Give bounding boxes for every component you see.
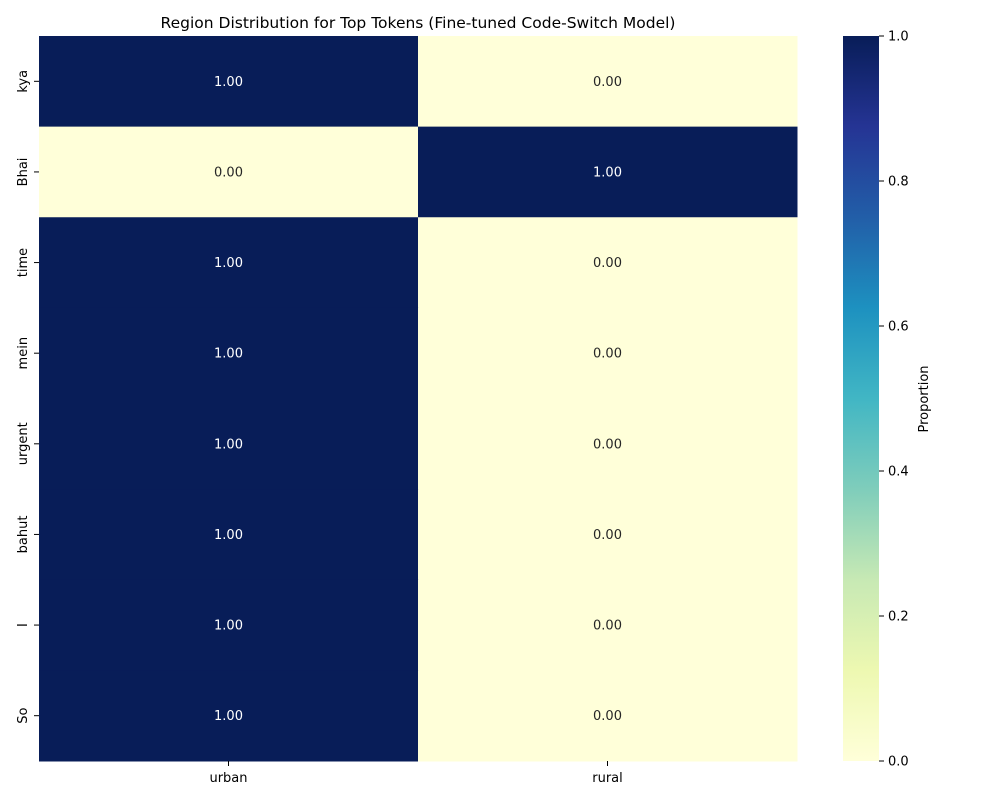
cell-value-label: 0.00	[593, 75, 622, 90]
heatmap-cell	[39, 36, 419, 128]
y-tick-label: mein	[16, 337, 31, 370]
heatmap-cell	[39, 307, 419, 399]
heatmap-cell	[418, 398, 798, 490]
cell-value-label: 0.00	[593, 619, 622, 634]
colorbar-ticks: 0.0 0.2 0.4 0.6 0.8 1.0	[879, 30, 909, 770]
y-tick-label: kya	[16, 70, 31, 93]
colorbar-tick-label: 0.6	[888, 320, 909, 335]
heatmap-cell	[418, 126, 798, 218]
cell-value-label: 1.00	[214, 437, 243, 452]
y-tick-label: Bhai	[16, 158, 31, 187]
cell-value-label: 1.00	[214, 347, 243, 362]
heatmap-cell	[39, 398, 419, 490]
colorbar-tick-label: 0.8	[888, 175, 909, 190]
colorbar-tick-label: 1.0	[888, 30, 909, 45]
heatmap-cell	[39, 489, 419, 581]
heatmap-cell	[418, 579, 798, 671]
cell-value-label: 0.00	[593, 256, 622, 271]
y-tick-labels: kya Bhai time mein urgent bahut I So	[16, 70, 39, 724]
y-tick-label: bahut	[16, 516, 31, 554]
heatmap-cell	[39, 126, 419, 218]
colorbar-tick-label: 0.0	[888, 755, 909, 770]
cell-value-label: 0.00	[593, 347, 622, 362]
heatmap-cell	[418, 307, 798, 399]
cell-value-label: 1.00	[593, 165, 622, 180]
y-tick-label: I	[16, 623, 31, 627]
heatmap-cell	[418, 489, 798, 581]
cell-value-label: 0.00	[593, 709, 622, 724]
cell-value-label: 1.00	[214, 75, 243, 90]
colorbar-tick-label: 0.4	[888, 465, 909, 480]
heatmap-cell	[418, 670, 798, 762]
colorbar-label: Proportion	[917, 365, 932, 432]
heatmap-cells: 1.00 0.00 0.00 1.00 1.00 0.00 1.00 0.00 1.00 0.00…	[39, 36, 798, 762]
cell-value-label: 0.00	[214, 165, 243, 180]
x-tick-label: urban	[209, 771, 247, 786]
cell-value-label: 1.00	[214, 528, 243, 543]
y-tick-label: time	[16, 248, 31, 277]
cell-value-label: 0.00	[593, 437, 622, 452]
heatmap-cell	[39, 217, 419, 309]
colorbar	[843, 36, 879, 761]
heatmap-cell	[39, 579, 419, 671]
heatmap-cell	[418, 36, 798, 128]
x-tick-label: rural	[592, 771, 623, 786]
heatmap-cell	[418, 217, 798, 309]
cell-value-label: 1.00	[214, 709, 243, 724]
heatmap-cell	[39, 670, 419, 762]
colorbar-tick-label: 0.2	[888, 610, 909, 625]
x-tick-labels: urban rural	[209, 761, 623, 786]
chart-title: Region Distribution for Top Tokens (Fine…	[161, 14, 676, 32]
cell-value-label: 1.00	[214, 619, 243, 634]
y-tick-label: So	[16, 708, 31, 724]
y-tick-label: urgent	[16, 422, 31, 465]
cell-value-label: 0.00	[593, 528, 622, 543]
cell-value-label: 1.00	[214, 256, 243, 271]
